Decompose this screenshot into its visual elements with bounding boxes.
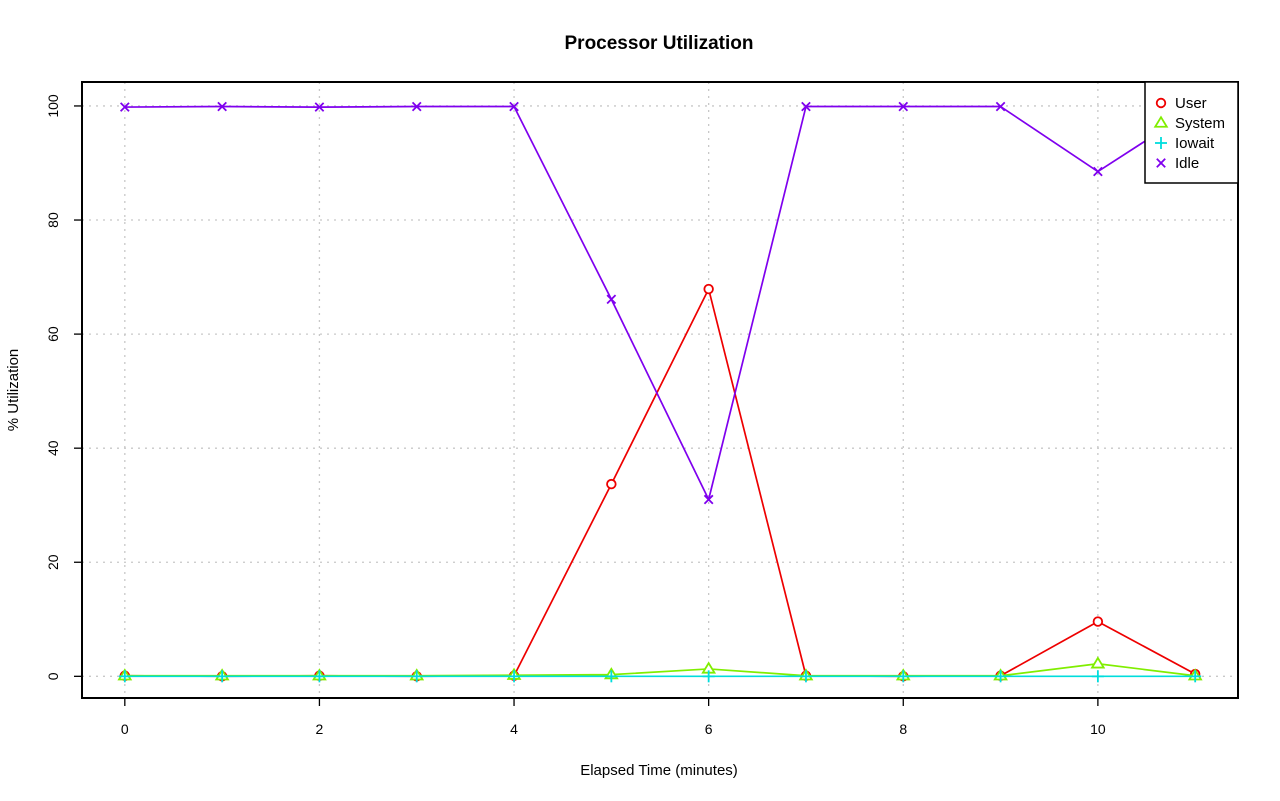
legend-idle-marker [1156, 158, 1166, 168]
series-iowait-point [313, 670, 326, 683]
y-tick-label: 80 [45, 212, 61, 228]
legend-item-iowait: Iowait [1155, 135, 1215, 152]
series-iowait-point [1189, 670, 1202, 683]
grid-lines [82, 82, 1238, 698]
x-axis-label: Elapsed Time (minutes) [580, 762, 738, 779]
legend-system-marker [1153, 115, 1169, 128]
x-axis: 0 2 4 6 8 10 [121, 698, 1106, 737]
series-user [119, 283, 1201, 682]
x-tick-label: 4 [510, 721, 518, 737]
series-system-point [1090, 656, 1106, 669]
y-tick-label: 0 [45, 672, 61, 680]
legend-item-user: User [1155, 95, 1207, 112]
series-idle-point [119, 102, 130, 112]
series-iowait-point [508, 670, 521, 683]
series-iowait-point [410, 670, 423, 683]
series-idle-point [801, 101, 811, 112]
series-iowait-point [1091, 670, 1104, 683]
series-idle-point [995, 101, 1006, 112]
x-tick-label: 0 [121, 721, 129, 737]
legend-user-label: User [1175, 95, 1207, 112]
series-system-line [124, 662, 1196, 677]
legend-item-idle: Idle [1156, 155, 1199, 172]
series-idle-point [898, 101, 909, 112]
series-iowait-point [897, 670, 910, 683]
series-idle-point [217, 101, 227, 112]
y-axis: 0 20 40 60 80 100 [45, 94, 82, 680]
y-tick-label: 40 [45, 440, 61, 456]
legend-item-system: System [1153, 115, 1225, 132]
series-layer [117, 101, 1203, 683]
y-axis-label: % Utilization [5, 349, 22, 432]
legend-iowait-marker [1155, 137, 1167, 149]
x-tick-label: 8 [899, 721, 907, 737]
series-user-point [1092, 616, 1104, 627]
legend-system-label: System [1175, 115, 1225, 132]
series-iowait [118, 670, 1202, 683]
chart-title: Processor Utilization [565, 33, 754, 54]
series-user-line [124, 288, 1196, 678]
plot-frame [81, 81, 1239, 699]
series-user-point [606, 478, 617, 490]
x-tick-label: 2 [316, 721, 324, 737]
series-idle-point [411, 101, 422, 112]
series-idle [119, 101, 1201, 505]
series-idle-point [606, 294, 617, 305]
legend-user-marker [1155, 97, 1167, 109]
series-idle-point [509, 101, 519, 112]
series-iowait-point [118, 670, 131, 683]
y-tick-label: 20 [45, 554, 61, 570]
series-idle-point [1093, 166, 1103, 177]
legend-iowait-label: Iowait [1175, 135, 1215, 152]
x-tick-label: 6 [705, 721, 713, 737]
series-iowait-point [702, 670, 715, 683]
series-idle-point [314, 102, 325, 112]
series-idle-line [124, 105, 1196, 501]
series-iowait-point [605, 670, 618, 683]
series-user-point [703, 283, 714, 295]
series-iowait-point [799, 670, 812, 683]
series-iowait-point [994, 670, 1007, 683]
legend-idle-label: Idle [1175, 155, 1199, 172]
y-tick-label: 100 [45, 94, 61, 118]
y-tick-label: 60 [45, 326, 61, 342]
x-tick-label: 10 [1090, 721, 1106, 737]
series-idle-point [703, 494, 714, 505]
series-iowait-point [216, 670, 229, 683]
legend: User System Iowait Idle [1144, 81, 1239, 184]
